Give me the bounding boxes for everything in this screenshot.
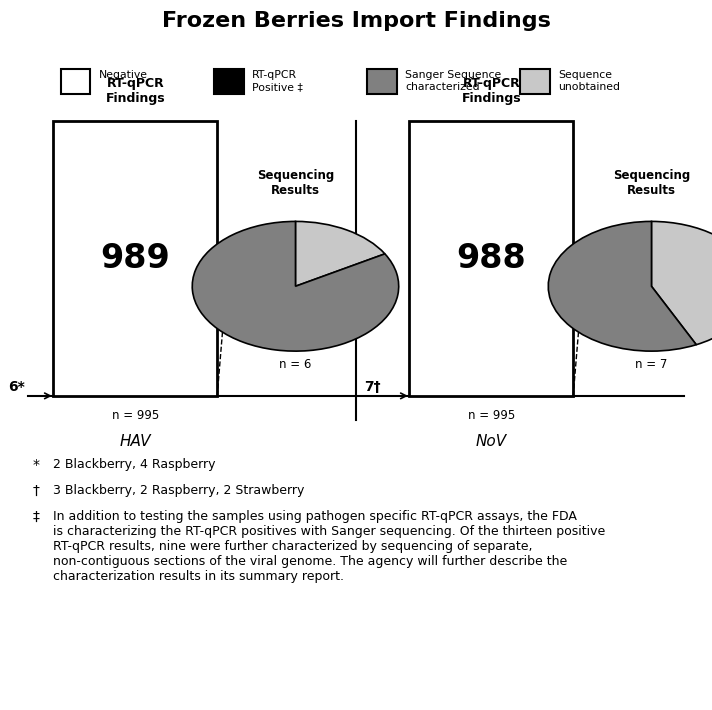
FancyBboxPatch shape xyxy=(409,121,573,396)
Text: n = 995: n = 995 xyxy=(112,409,159,422)
Text: n = 6: n = 6 xyxy=(279,358,312,371)
Text: Frozen Berries Import Findings: Frozen Berries Import Findings xyxy=(162,11,550,31)
Text: RT-qPCR
Findings: RT-qPCR Findings xyxy=(461,77,521,105)
Text: HAV: HAV xyxy=(120,434,151,449)
Text: RT-qPCR
Findings: RT-qPCR Findings xyxy=(105,77,165,105)
Text: 7†: 7† xyxy=(365,380,381,393)
Text: Sanger Sequence
characterized: Sanger Sequence characterized xyxy=(405,70,501,92)
Text: 5: 5 xyxy=(258,310,273,328)
Text: 989: 989 xyxy=(100,242,170,275)
Text: Sequence
unobtained: Sequence unobtained xyxy=(558,70,620,92)
Text: *: * xyxy=(32,458,39,472)
FancyBboxPatch shape xyxy=(520,70,550,94)
Wedge shape xyxy=(548,222,696,351)
Text: NoV: NoV xyxy=(476,434,507,449)
Text: 3 Blackberry, 2 Raspberry, 2 Strawberry: 3 Blackberry, 2 Raspberry, 2 Strawberry xyxy=(53,484,305,497)
Text: 6*: 6* xyxy=(8,380,25,393)
Text: RT-qPCR
Positive ‡: RT-qPCR Positive ‡ xyxy=(252,70,303,92)
Text: Sequencing
Results: Sequencing Results xyxy=(613,169,690,197)
Text: Sequencing
Results: Sequencing Results xyxy=(257,169,334,197)
Text: 4: 4 xyxy=(586,285,600,304)
FancyBboxPatch shape xyxy=(214,70,244,94)
FancyBboxPatch shape xyxy=(367,70,397,94)
Wedge shape xyxy=(192,222,399,351)
FancyBboxPatch shape xyxy=(61,70,90,94)
Wedge shape xyxy=(295,222,385,286)
Text: †: † xyxy=(32,484,39,498)
Text: n = 7: n = 7 xyxy=(635,358,668,371)
Text: n = 995: n = 995 xyxy=(468,409,515,422)
Text: Negative: Negative xyxy=(99,70,148,80)
Wedge shape xyxy=(651,222,712,345)
Text: In addition to testing the samples using pathogen specific RT-qPCR assays, the F: In addition to testing the samples using… xyxy=(53,510,606,584)
Text: 3: 3 xyxy=(703,268,712,288)
Text: ‡: ‡ xyxy=(32,510,39,525)
FancyBboxPatch shape xyxy=(53,121,217,396)
Text: 988: 988 xyxy=(456,242,526,275)
Text: 2 Blackberry, 4 Raspberry: 2 Blackberry, 4 Raspberry xyxy=(53,458,216,471)
Text: 1: 1 xyxy=(318,244,333,263)
